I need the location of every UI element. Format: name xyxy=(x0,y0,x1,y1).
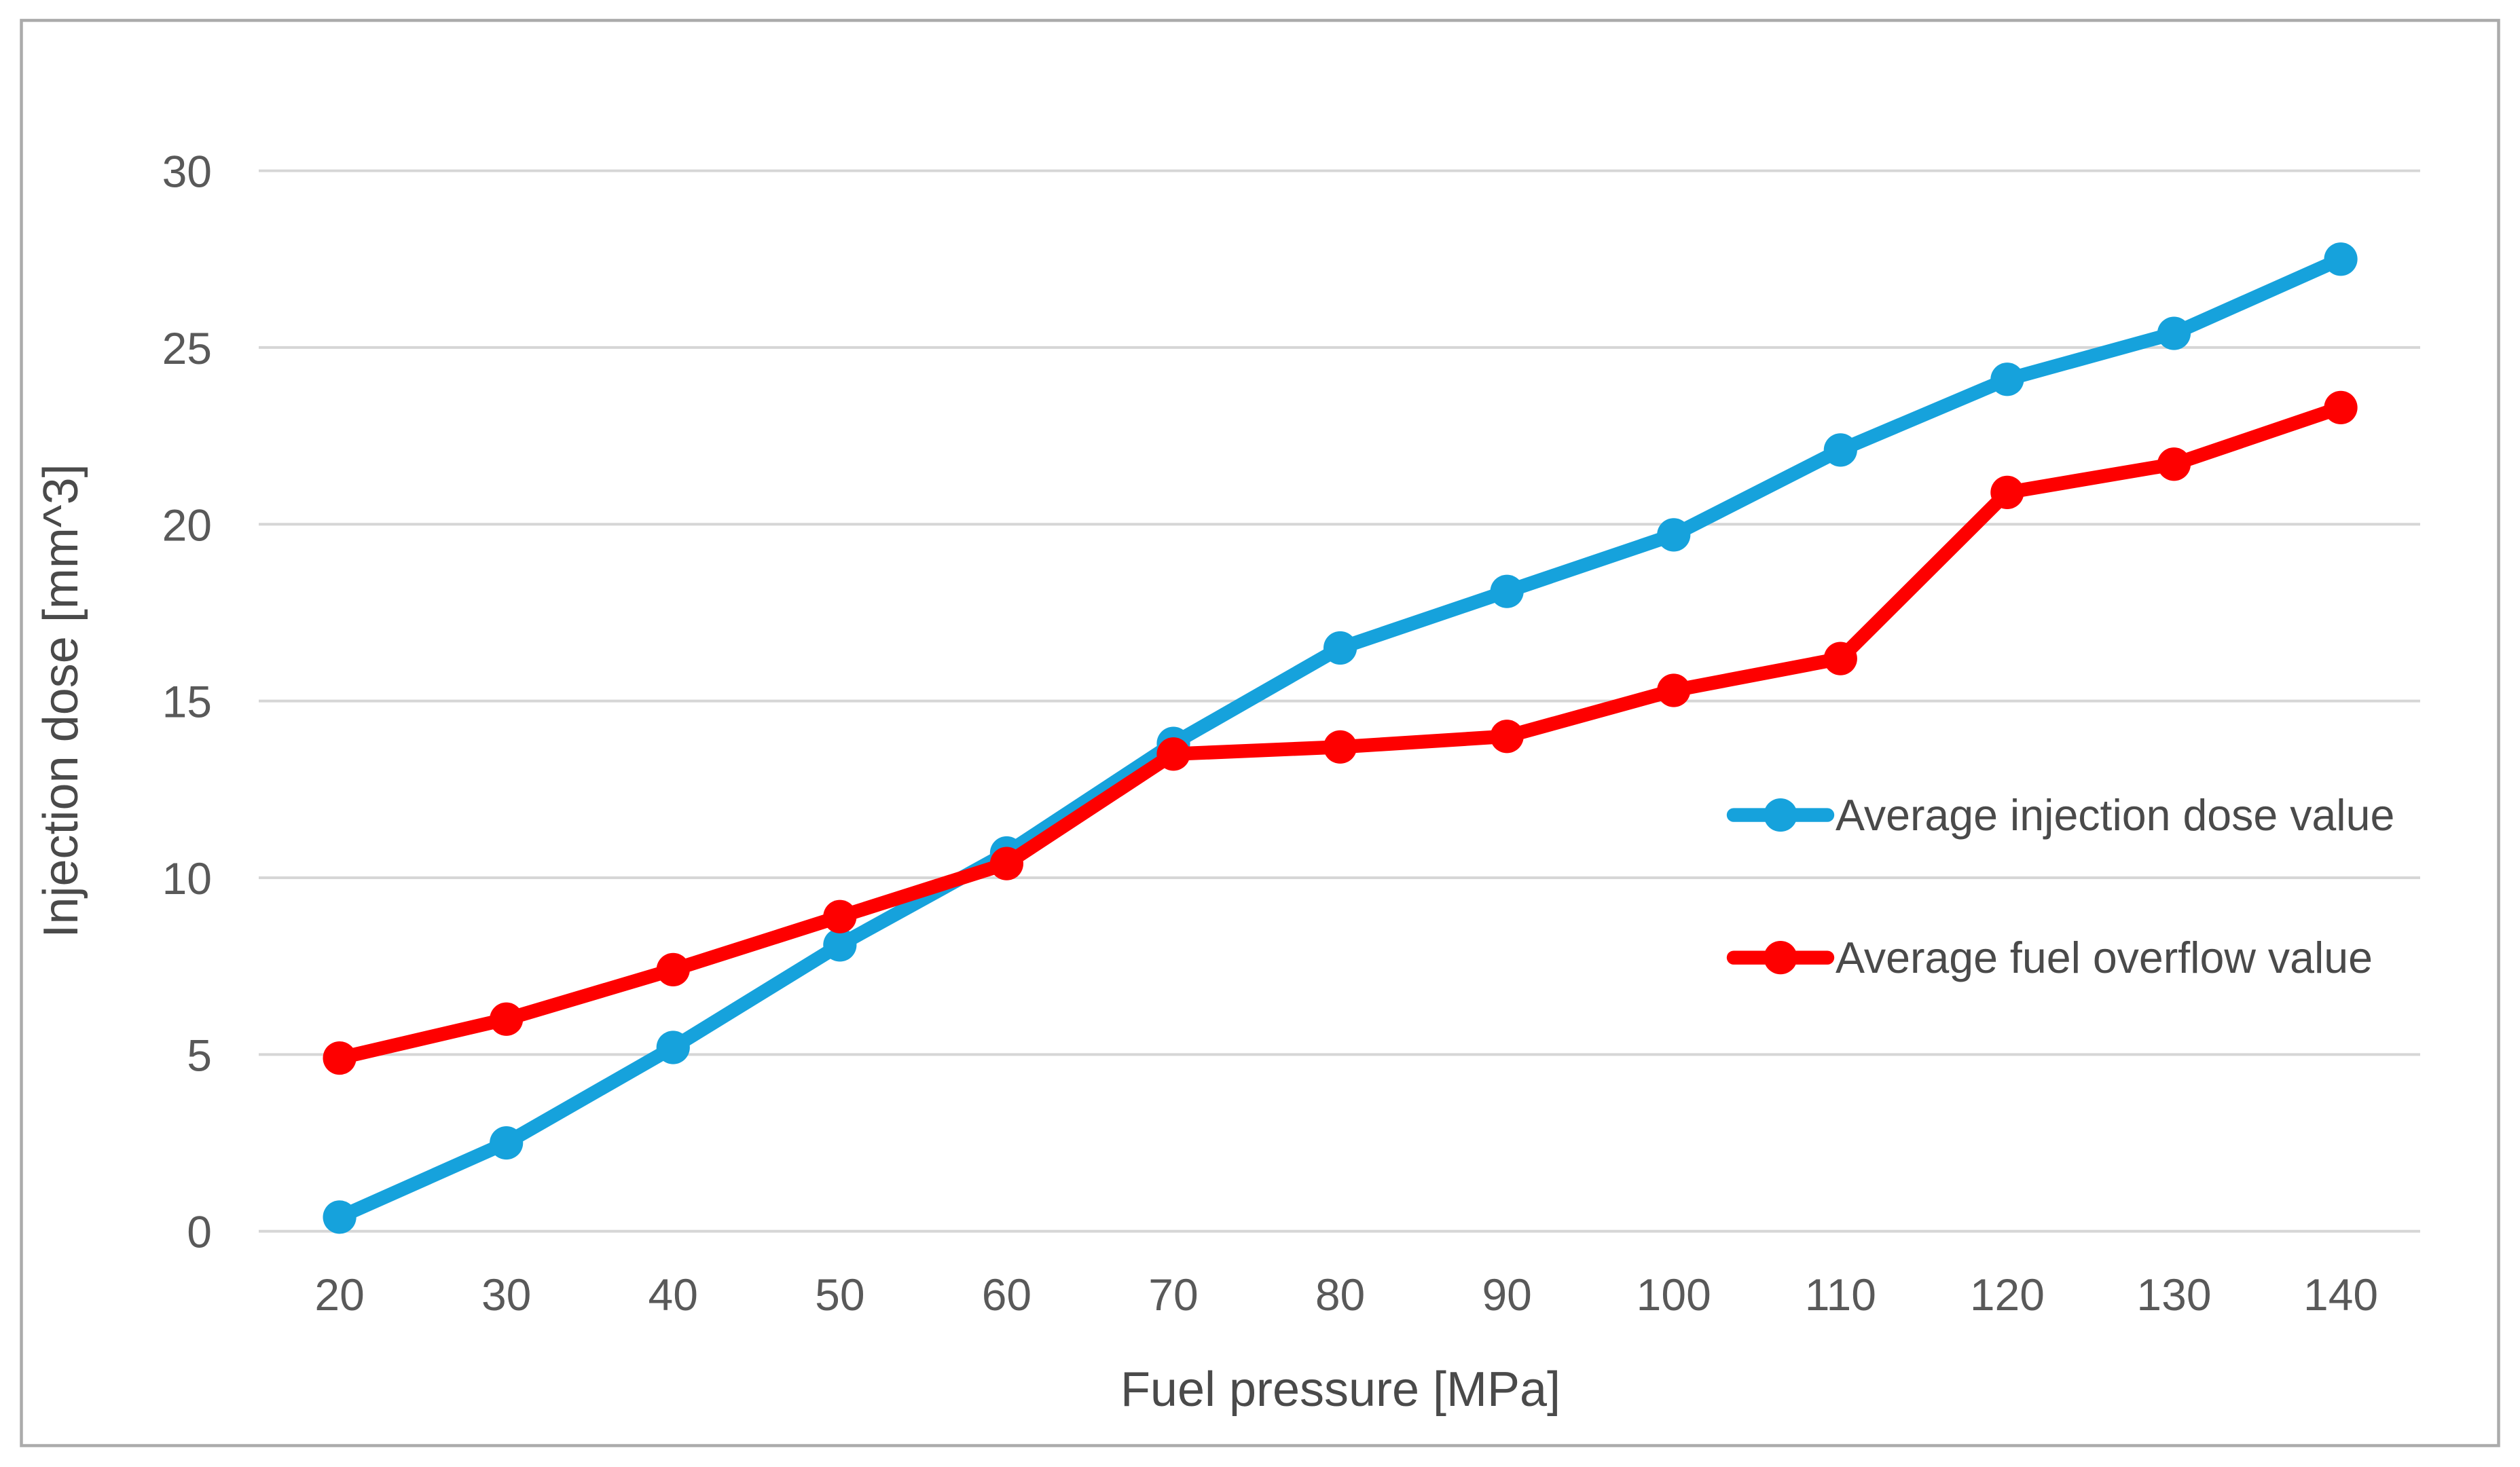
y-tick-label: 30 xyxy=(162,147,212,197)
x-tick-label: 130 xyxy=(2136,1269,2211,1320)
legend-label: Average fuel overflow value xyxy=(1836,933,2373,982)
x-tick-label: 120 xyxy=(1970,1269,2045,1320)
data-point-marker xyxy=(1823,642,1857,675)
x-tick-label: 30 xyxy=(481,1269,531,1320)
data-point-marker xyxy=(1323,730,1357,764)
y-tick-label: 20 xyxy=(162,500,212,550)
data-point-marker xyxy=(1823,433,1857,467)
x-axis-tick-labels: 20 30 40 50 60 70 80 90 100 110 120 130 140 xyxy=(314,1269,2378,1320)
data-point-marker xyxy=(1323,631,1357,665)
x-tick-label: 20 xyxy=(314,1269,364,1320)
data-point-marker xyxy=(823,899,857,933)
data-point-marker xyxy=(1990,363,2024,396)
x-tick-label: 110 xyxy=(1805,1269,1876,1320)
data-point-marker xyxy=(323,1200,357,1234)
data-point-marker xyxy=(1657,518,1691,552)
y-axis-title: Injection dose [mm^3] xyxy=(34,464,88,937)
x-tick-label: 80 xyxy=(1315,1269,1365,1320)
legend: Average injection dose value Average fuel… xyxy=(1726,791,2394,982)
data-point-marker xyxy=(2324,390,2358,425)
data-point-marker xyxy=(1490,574,1524,608)
x-tick-label: 100 xyxy=(1637,1269,1711,1320)
data-point-marker xyxy=(1657,673,1691,707)
x-tick-label: 70 xyxy=(1148,1269,1198,1320)
data-point-marker xyxy=(2157,316,2191,350)
data-point-marker xyxy=(1156,737,1190,771)
y-tick-label: 25 xyxy=(162,323,212,373)
data-point-marker xyxy=(989,847,1024,880)
legend-label: Average injection dose value xyxy=(1836,791,2394,840)
y-axis-tick-labels: 0 5 10 15 20 25 30 xyxy=(162,147,212,1257)
data-point-marker xyxy=(490,1126,524,1160)
x-tick-label: 40 xyxy=(649,1269,698,1320)
data-point-marker xyxy=(1490,720,1524,754)
legend-marker-dot xyxy=(1764,941,1797,975)
data-point-marker xyxy=(323,1041,357,1075)
series-layer xyxy=(323,242,2358,1234)
x-tick-label: 90 xyxy=(1482,1269,1531,1320)
data-point-marker xyxy=(823,928,857,962)
x-tick-label: 140 xyxy=(2303,1269,2378,1320)
x-axis-title: Fuel pressure [MPa] xyxy=(1120,1362,1560,1417)
chart-border xyxy=(20,18,2500,1447)
data-point-marker xyxy=(1990,475,2024,510)
y-tick-label: 10 xyxy=(162,853,212,904)
data-point-marker xyxy=(490,1002,524,1036)
legend-item-0: Average injection dose value xyxy=(1726,791,2394,840)
gridlines xyxy=(259,169,2420,1233)
data-point-marker xyxy=(656,952,690,987)
x-tick-label: 50 xyxy=(815,1269,864,1320)
data-point-marker xyxy=(656,1030,690,1064)
y-tick-label: 15 xyxy=(162,677,212,727)
x-tick-label: 60 xyxy=(982,1269,1031,1320)
legend-marker-dot xyxy=(1764,798,1797,832)
y-tick-label: 0 xyxy=(187,1207,212,1257)
data-point-marker xyxy=(2324,242,2358,276)
legend-item-1: Average fuel overflow value xyxy=(1726,933,2373,982)
data-point-marker xyxy=(2157,447,2191,481)
y-tick-label: 5 xyxy=(187,1030,212,1080)
